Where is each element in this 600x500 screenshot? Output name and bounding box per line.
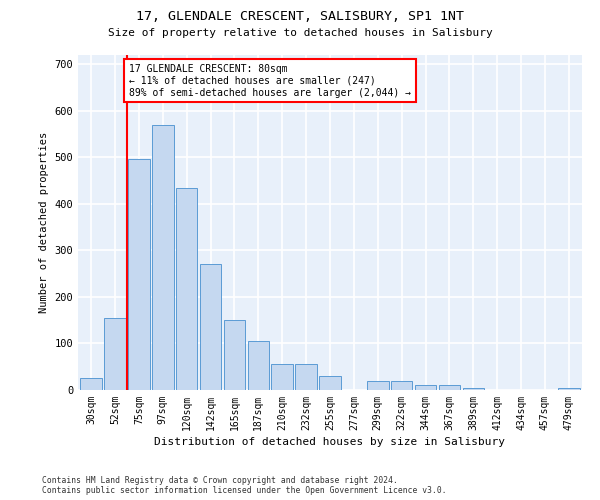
Bar [128,159,149,390]
Bar [367,380,389,390]
Bar [415,386,436,390]
Bar [391,380,412,390]
Bar [176,188,197,390]
Bar [271,364,293,390]
Bar [200,264,221,390]
Bar [248,341,269,390]
Bar [224,320,245,390]
Bar [295,364,317,390]
Bar [463,388,484,390]
Text: 17 GLENDALE CRESCENT: 80sqm
← 11% of detached houses are smaller (247)
89% of se: 17 GLENDALE CRESCENT: 80sqm ← 11% of det… [130,64,412,98]
Text: Size of property relative to detached houses in Salisbury: Size of property relative to detached ho… [107,28,493,38]
Y-axis label: Number of detached properties: Number of detached properties [39,132,49,313]
Bar [439,386,460,390]
Bar [104,318,126,390]
Bar [319,376,341,390]
Bar [80,378,102,390]
Bar [558,388,580,390]
Text: 17, GLENDALE CRESCENT, SALISBURY, SP1 1NT: 17, GLENDALE CRESCENT, SALISBURY, SP1 1N… [136,10,464,23]
X-axis label: Distribution of detached houses by size in Salisbury: Distribution of detached houses by size … [155,437,505,447]
Text: Contains HM Land Registry data © Crown copyright and database right 2024.
Contai: Contains HM Land Registry data © Crown c… [42,476,446,495]
Bar [152,125,173,390]
